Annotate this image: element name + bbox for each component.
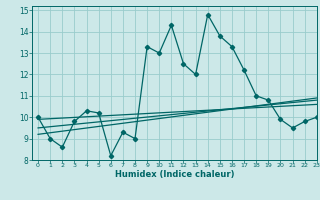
X-axis label: Humidex (Indice chaleur): Humidex (Indice chaleur) — [115, 170, 234, 179]
